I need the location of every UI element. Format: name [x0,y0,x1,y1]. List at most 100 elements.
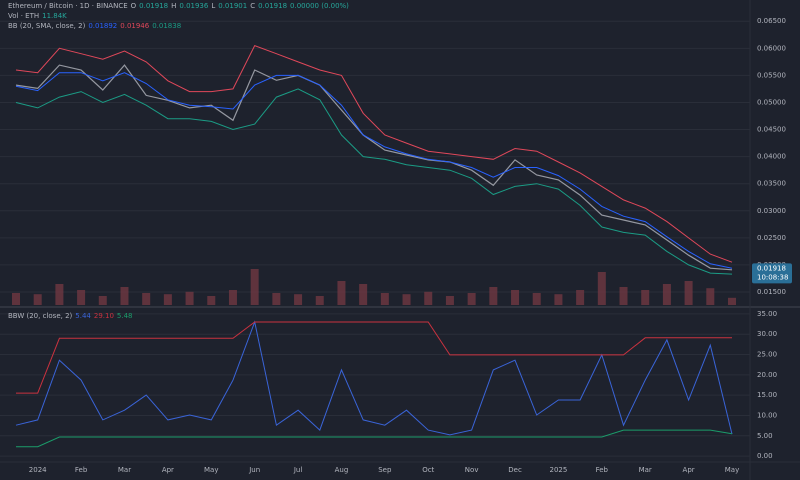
symbol-text: C [250,2,255,10]
indicator-value: 0.01838 [152,22,181,30]
volume-bar [185,291,194,305]
volume-bar [12,293,20,305]
x-tick-label: May [725,466,739,474]
x-tick-label: Sep [378,466,392,474]
symbol-text: 0.00000 (0.00%) [290,2,349,10]
volume-label: Vol · ETH [8,12,39,20]
volume-bar [250,269,259,305]
volume-bar [228,290,237,305]
volume-bar [728,297,736,305]
y-tick-label: 20.00 [757,371,777,379]
indicator-value: 5.48 [117,312,133,320]
last-price-box [752,263,792,284]
x-tick-label: Nov [465,466,479,474]
volume-bar [33,294,42,305]
volume-bar [424,291,433,305]
x-tick-label: Apr [683,466,695,474]
last-price-label: 0.01918 [757,264,786,272]
volume-bar [380,293,389,305]
series-line [15,44,733,263]
y-tick-label: 0.03500 [757,180,786,188]
y-tick-label: 0.03000 [757,207,786,215]
volume-bar [576,290,585,305]
volume-bar [294,294,303,305]
x-tick-label: Jul [293,466,303,474]
indicator-label: BB (20, SMA, close, 2) [8,22,86,30]
indicator-value: 29.10 [94,312,114,320]
y-tick-label: 0.04000 [757,153,786,161]
y-tick-label: 0.06000 [757,44,786,52]
series-line [15,64,733,271]
symbol-text: 0.01918 [258,2,287,10]
y-tick-label: 0.02500 [757,234,786,242]
x-tick-label: Feb [596,466,609,474]
series-line [15,72,733,269]
volume-bar [467,293,476,305]
y-tick-label: 35.00 [757,310,777,318]
volume-value: 11.84K [42,12,67,20]
x-tick-label: 2024 [29,466,47,474]
volume-bar [359,284,368,305]
volume-bar [98,296,107,305]
x-tick-label: Jun [248,466,260,474]
x-tick-label: Apr [162,466,174,474]
x-tick-label: May [204,466,218,474]
y-tick-label: 30.00 [757,330,777,338]
volume-bar [142,293,151,305]
volume-bar [684,281,693,305]
y-tick-label: 0.00 [757,452,773,460]
volume-bar [402,294,411,305]
series-line [16,429,733,448]
indicator-value: 0.01946 [120,22,149,30]
volume-bar [337,281,346,305]
x-tick-label: Oct [422,466,434,474]
y-tick-label: 0.01500 [757,288,786,296]
volume-bar [597,272,606,305]
x-tick-label: 2025 [550,466,568,474]
volume-bar [272,293,281,305]
indicator-value: 5.44 [75,312,91,320]
volume-bar [619,287,628,305]
symbol-text: L [211,2,215,10]
symbol-text: 0.01901 [218,2,247,10]
volume-bar [489,287,498,305]
countdown: 10:08:38 [757,273,788,281]
volume-bar [445,296,454,305]
series-line [16,321,732,394]
symbol-text: 0.01918 [139,2,168,10]
y-tick-label: 0.06500 [757,17,786,25]
series-line [15,320,733,436]
series-line [15,88,733,275]
x-tick-label: Mar [639,466,652,474]
volume-bar [662,284,671,305]
volume-bar [532,293,541,305]
x-tick-label: Mar [118,466,131,474]
volume-bar [163,294,172,305]
volume-bar [55,284,64,305]
volume-bar [120,287,129,305]
x-tick-label: Aug [335,466,349,474]
y-tick-label: 25.00 [757,351,777,359]
volume-bar [315,296,324,305]
volume-bar [511,290,520,305]
symbol-text: Ethereum / Bitcoin · 1D · BINANCE [8,2,128,10]
y-tick-label: 5.00 [757,432,773,440]
volume-bar [706,288,715,305]
y-tick-label: 0.05500 [757,71,786,79]
symbol-text: O [131,2,137,10]
volume-bar [641,290,650,305]
x-tick-label: Dec [508,466,522,474]
symbol-text: H [171,2,176,10]
y-tick-label: 0.05000 [757,98,786,106]
symbol-text: 0.01936 [179,2,208,10]
volume-bar [207,296,216,305]
indicator-label: BBW (20, close, 2) [8,312,73,320]
indicator-value: 0.01892 [88,22,117,30]
x-tick-label: Feb [75,466,88,474]
y-tick-label: 15.00 [757,391,777,399]
y-tick-label: 0.04500 [757,126,786,134]
volume-bar [77,290,86,305]
